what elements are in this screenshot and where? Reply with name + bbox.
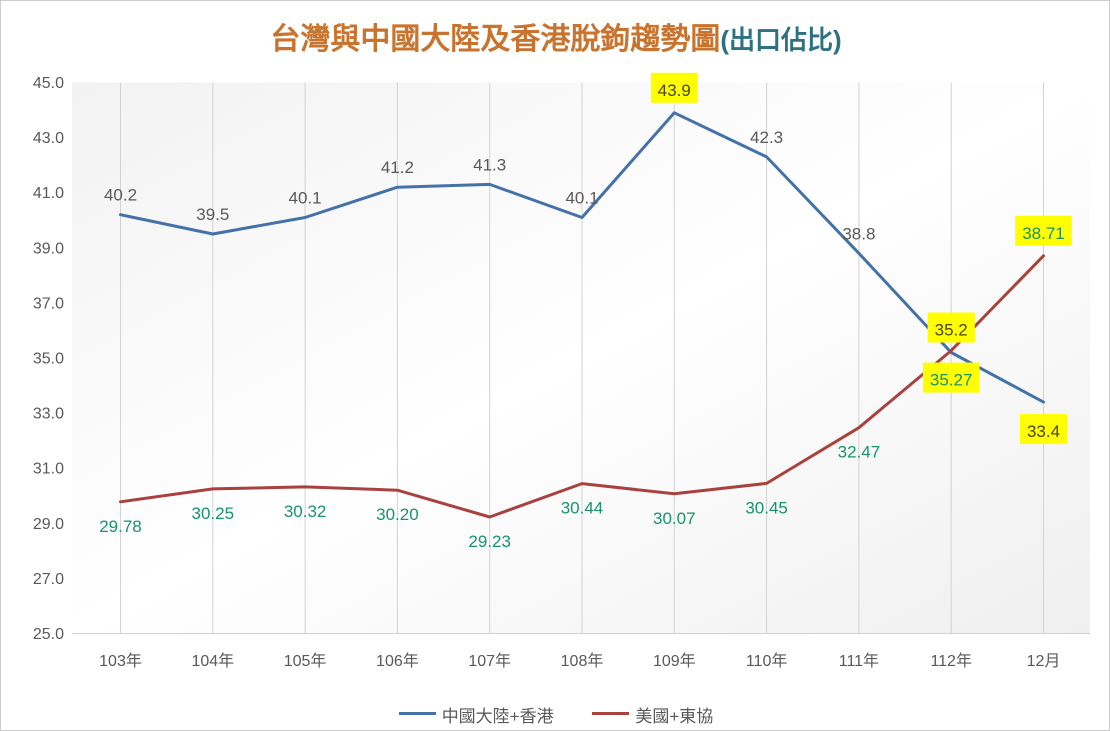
svg-text:35.2: 35.2 [935,321,968,340]
svg-text:42.3: 42.3 [750,128,783,147]
svg-text:106年: 106年 [376,652,419,670]
svg-text:39.0: 39.0 [33,240,64,257]
svg-text:40.1: 40.1 [289,189,322,208]
svg-text:40.2: 40.2 [104,186,137,205]
svg-text:103年: 103年 [99,652,142,670]
svg-text:30.45: 30.45 [745,498,788,517]
svg-text:29.0: 29.0 [33,516,64,533]
svg-text:105年: 105年 [284,652,327,670]
svg-text:41.2: 41.2 [381,158,414,177]
svg-text:109年: 109年 [653,652,696,670]
svg-text:30.20: 30.20 [376,505,419,524]
svg-text:30.07: 30.07 [653,509,696,528]
svg-text:108年: 108年 [561,652,604,670]
svg-text:29.23: 29.23 [468,532,511,551]
svg-text:30.44: 30.44 [561,499,604,518]
svg-text:38.8: 38.8 [842,224,875,243]
svg-text:30.32: 30.32 [284,502,327,521]
svg-text:39.5: 39.5 [196,205,229,224]
svg-text:111年: 111年 [839,652,879,670]
svg-text:12月: 12月 [1027,653,1061,670]
svg-text:31.0: 31.0 [33,461,64,478]
svg-text:25.0: 25.0 [33,626,64,643]
svg-text:27.0: 27.0 [33,571,64,588]
svg-text:37.0: 37.0 [33,295,64,312]
svg-text:35.0: 35.0 [33,351,64,368]
svg-text:33.4: 33.4 [1027,422,1060,441]
svg-text:32.47: 32.47 [838,443,881,462]
svg-text:35.27: 35.27 [930,371,973,390]
svg-text:43.0: 43.0 [33,130,64,147]
svg-text:38.71: 38.71 [1022,224,1065,243]
svg-text:107年: 107年 [468,652,511,670]
svg-text:33.0: 33.0 [33,406,64,423]
svg-text:29.78: 29.78 [99,517,142,536]
svg-text:41.3: 41.3 [473,155,506,174]
svg-text:40.1: 40.1 [565,189,598,208]
svg-text:43.9: 43.9 [658,81,691,100]
svg-text:112年: 112年 [930,652,972,670]
svg-text:30.25: 30.25 [192,504,235,523]
svg-text:104年: 104年 [191,652,234,670]
svg-text:45.0: 45.0 [33,75,64,92]
svg-text:41.0: 41.0 [33,185,64,202]
svg-text:110年: 110年 [746,652,788,670]
